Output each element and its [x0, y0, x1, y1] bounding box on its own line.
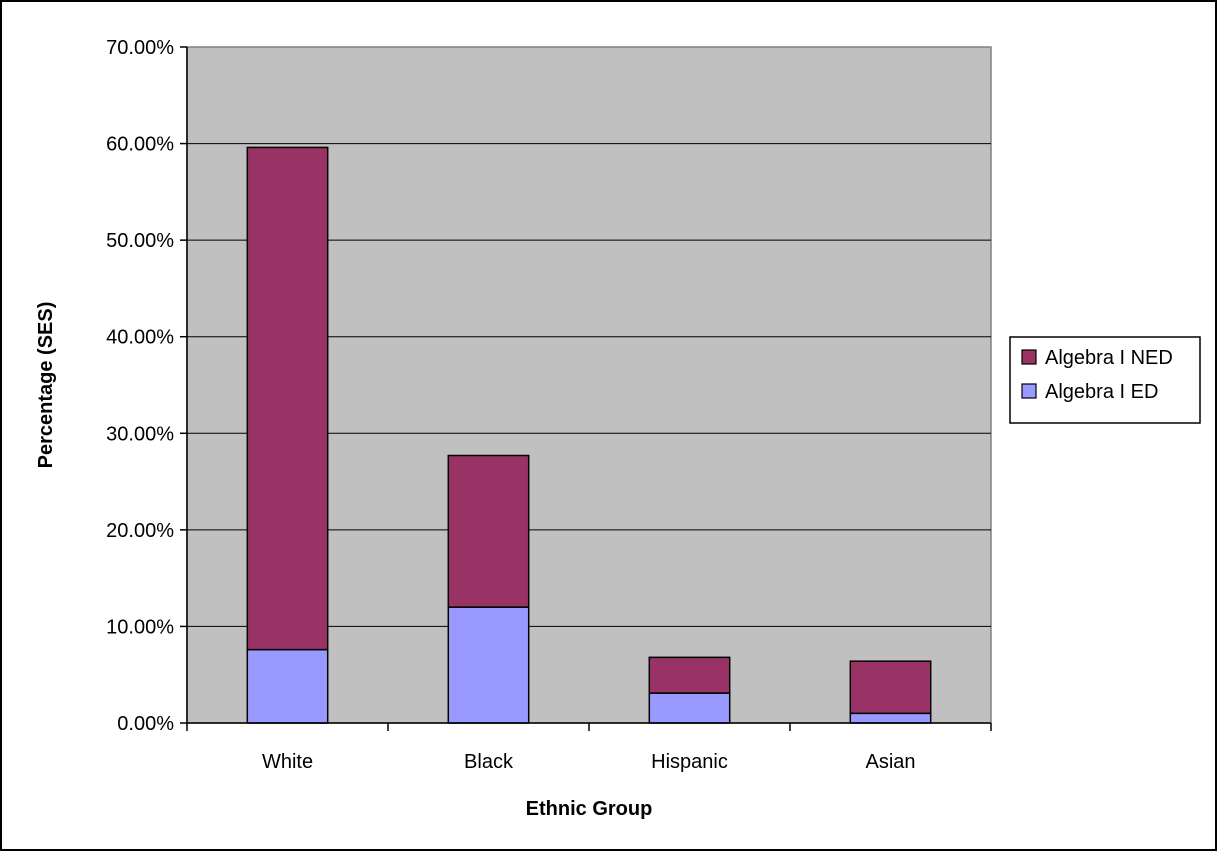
legend-label: Algebra I ED — [1045, 381, 1158, 403]
bar-segment — [447, 606, 530, 724]
bar-segment — [849, 712, 932, 724]
legend: Algebra I NED Algebra I ED — [1009, 336, 1201, 424]
bar-segment — [246, 648, 329, 724]
y-tick-label: 0.00% — [117, 713, 174, 735]
bar-segment — [648, 656, 731, 694]
legend-box — [1009, 336, 1201, 424]
x-tick-label: Asian — [865, 751, 915, 773]
y-tick-label: 10.00% — [106, 616, 174, 638]
y-tick-label: 40.00% — [106, 327, 174, 349]
bar-segment — [447, 454, 530, 608]
x-tick-labels: White Black Hispanic Asian — [262, 751, 916, 773]
bar-segment — [246, 146, 329, 651]
y-tick-label: 60.00% — [106, 134, 174, 156]
legend-items: Algebra I NED Algebra I ED — [1021, 347, 1173, 403]
x-tick-label: Hispanic — [651, 751, 728, 773]
x-tick-label: White — [262, 751, 313, 773]
y-tick-label: 30.00% — [106, 423, 174, 445]
legend-swatch — [1021, 349, 1037, 365]
axes — [180, 46, 992, 731]
y-axis-title: Percentage (SES) — [35, 302, 57, 469]
x-axis-title: Ethnic Group — [526, 798, 653, 820]
legend-label: Algebra I NED — [1045, 347, 1173, 369]
x-tick-label: Black — [464, 751, 514, 773]
y-tick-labels: 0.00% 10.00% 20.00% 30.00% 40.00% 50.00% 60.00… — [106, 37, 174, 735]
bar-segment — [849, 660, 932, 715]
legend-swatch — [1021, 383, 1037, 399]
bar-segment — [648, 692, 731, 724]
y-tick-label: 20.00% — [106, 520, 174, 542]
y-tick-label: 70.00% — [106, 37, 174, 59]
bars — [246, 146, 932, 724]
y-tick-label: 50.00% — [106, 230, 174, 252]
